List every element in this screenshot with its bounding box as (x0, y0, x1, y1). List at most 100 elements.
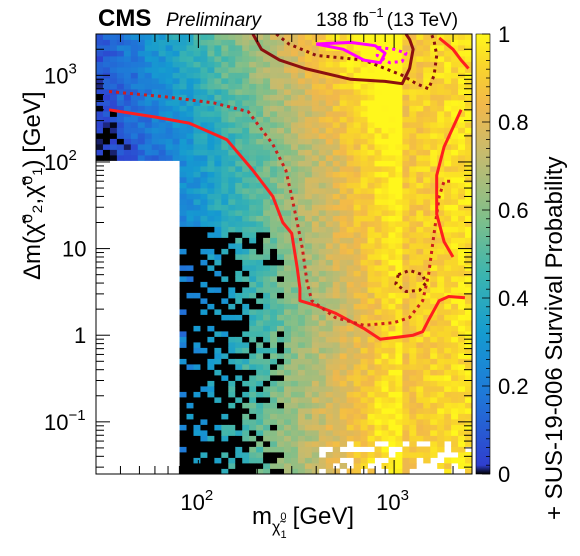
heatmap-cell (360, 100, 368, 106)
heatmap-cell (332, 94, 341, 101)
heatmap-cell (444, 435, 452, 442)
heatmap-cell (430, 353, 438, 359)
heatmap-cell (395, 375, 403, 381)
heatmap-cell (318, 259, 327, 266)
heatmap-cell (409, 441, 417, 447)
heatmap-cell (444, 210, 452, 216)
heatmap-cell (423, 457, 431, 464)
heatmap-cell (235, 325, 243, 332)
heatmap-cell (304, 303, 313, 310)
heatmap-cell (193, 111, 201, 117)
heatmap-cell (444, 61, 452, 68)
heatmap-cell (339, 435, 348, 442)
heatmap-cell (381, 89, 389, 95)
heatmap-cell (430, 155, 438, 161)
heatmap-cell (311, 419, 320, 425)
heatmap-cell (346, 259, 355, 266)
heatmap-cell (144, 155, 153, 161)
heatmap-cell (311, 149, 320, 156)
heatmap-cell (193, 149, 201, 156)
heatmap-cell (423, 254, 431, 260)
heatmap-cell (458, 331, 466, 337)
heatmap-cell (207, 270, 215, 277)
heatmap-cell (290, 287, 299, 293)
heatmap-cell (395, 56, 403, 62)
heatmap-cell (263, 369, 271, 376)
heatmap-cell (353, 298, 361, 304)
heatmap-cell (242, 380, 250, 387)
heatmap-cell (395, 265, 403, 271)
heatmap-cell (381, 105, 389, 112)
heatmap-cell (270, 303, 278, 310)
heatmap-cell (179, 287, 187, 293)
heatmap-cell (304, 56, 313, 62)
heatmap-cell (423, 281, 431, 288)
heatmap-cell (179, 215, 187, 222)
heatmap-cell (256, 336, 264, 343)
heatmap-cell (346, 78, 355, 84)
heatmap-cell (416, 380, 424, 387)
heatmap-cell (409, 402, 417, 409)
heatmap-cell (339, 177, 348, 183)
heatmap-cell (270, 100, 278, 106)
heatmap-cell (360, 358, 368, 365)
heatmap-cell (256, 248, 264, 255)
heatmap-cell (458, 276, 466, 282)
heatmap-cell (346, 177, 355, 183)
heatmap-cell (297, 336, 306, 343)
heatmap-cell (221, 56, 229, 62)
heatmap-cell (137, 94, 146, 101)
heatmap-cell (256, 149, 264, 156)
heatmap-cell (200, 83, 208, 90)
heatmap-cell (207, 56, 215, 62)
heatmap-cell (249, 386, 257, 392)
heatmap-cell (332, 397, 341, 403)
heatmap-cell (416, 424, 424, 431)
heatmap-cell (304, 391, 313, 398)
heatmap-cell (374, 50, 382, 57)
heatmap-cell (325, 116, 334, 123)
heatmap-cell (221, 391, 229, 398)
heatmap-cell (409, 320, 417, 326)
heatmap-cell (249, 342, 257, 348)
heatmap-cell (249, 67, 257, 73)
heatmap-cell (263, 83, 271, 90)
heatmap-cell (193, 353, 201, 359)
heatmap-cell (430, 193, 438, 200)
heatmap-cell (416, 149, 424, 156)
heatmap-cell (200, 160, 208, 167)
heatmap-cell (263, 61, 271, 68)
heatmap-cell (144, 105, 153, 112)
heatmap-cell (193, 413, 201, 420)
heatmap-cell (332, 204, 341, 211)
heatmap-cell (297, 303, 306, 310)
heatmap-cell (249, 413, 257, 420)
heatmap-cell (242, 336, 250, 343)
heatmap-cell (297, 199, 306, 205)
heatmap-cell (284, 116, 292, 123)
heatmap-cell (249, 446, 257, 453)
heatmap-cell (353, 94, 361, 101)
heatmap-cell (235, 138, 243, 145)
heatmap-cell (277, 243, 285, 249)
heatmap-cell (297, 435, 306, 442)
heatmap-cell (374, 61, 382, 68)
heatmap-cell (221, 166, 229, 172)
heatmap-cell (284, 276, 292, 282)
heatmap-cell (311, 452, 320, 458)
heatmap-cell (395, 364, 403, 370)
heatmap-cell (270, 320, 278, 326)
heatmap-cell (284, 397, 292, 403)
heatmap-cell (297, 408, 306, 414)
heatmap-cell (360, 116, 368, 123)
heatmap-cell (102, 50, 111, 57)
heatmap-cell (123, 138, 132, 145)
heatmap-cell (367, 468, 375, 474)
heatmap-cell (235, 452, 243, 458)
heatmap-cell (186, 408, 194, 414)
heatmap-cell (249, 369, 257, 376)
heatmap-cell (193, 386, 201, 392)
heatmap-cell (221, 287, 229, 293)
heatmap-cell (200, 34, 208, 40)
heatmap-cell (228, 61, 236, 68)
